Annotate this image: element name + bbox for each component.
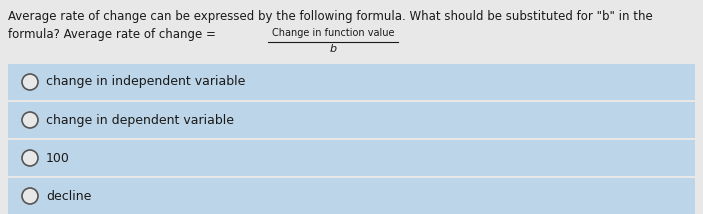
FancyBboxPatch shape xyxy=(8,178,695,214)
Text: Average rate of change can be expressed by the following formula. What should be: Average rate of change can be expressed … xyxy=(8,10,653,23)
Text: change in dependent variable: change in dependent variable xyxy=(46,113,234,126)
Circle shape xyxy=(22,150,38,166)
Circle shape xyxy=(22,74,38,90)
Text: b: b xyxy=(330,44,337,54)
FancyBboxPatch shape xyxy=(8,102,695,138)
FancyBboxPatch shape xyxy=(0,0,703,62)
Circle shape xyxy=(22,112,38,128)
Text: change in independent variable: change in independent variable xyxy=(46,76,245,89)
Text: Change in function value: Change in function value xyxy=(272,28,394,38)
Text: 100: 100 xyxy=(46,152,70,165)
Text: decline: decline xyxy=(46,190,91,202)
Text: formula? Average rate of change =: formula? Average rate of change = xyxy=(8,28,216,41)
Circle shape xyxy=(22,188,38,204)
FancyBboxPatch shape xyxy=(8,64,695,100)
FancyBboxPatch shape xyxy=(8,140,695,176)
